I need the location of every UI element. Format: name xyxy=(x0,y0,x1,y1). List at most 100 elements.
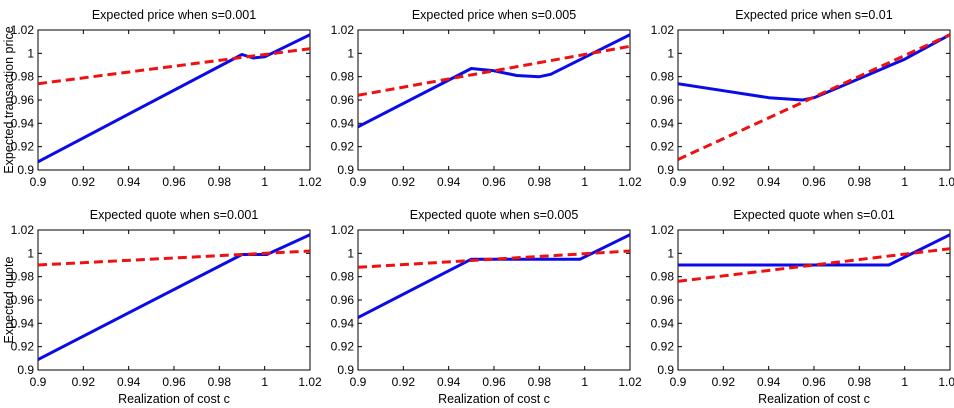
x-tick-label: 1 xyxy=(261,375,268,389)
y-tick-label: 1.02 xyxy=(331,223,355,237)
y-tick-label: 0.98 xyxy=(651,70,675,84)
y-tick-label: 0.98 xyxy=(331,270,355,284)
y-tick-label: 1 xyxy=(27,46,34,60)
x-tick-label: 0.94 xyxy=(437,175,461,189)
y-tick-label: 1 xyxy=(667,46,674,60)
x-tick-label: 1.02 xyxy=(938,375,954,389)
axes-frame xyxy=(37,229,311,371)
x-tick-label: 0.94 xyxy=(757,175,781,189)
x-tick-label: 0.98 xyxy=(208,175,232,189)
subplot-6: 0.9 0.92 0.94 0.96 0.98 1 1.02 0.9 0.92 0.94 0.96 0… xyxy=(651,208,954,406)
x-tick-label: 0.92 xyxy=(712,375,736,389)
x-tick-label: 1.02 xyxy=(298,375,322,389)
subplot-4: 0.9 0.92 0.94 0.96 0.98 1 1.02 0.9 0.92 0.94 0.96 0… xyxy=(2,208,322,406)
y-tick-label: 0.9 xyxy=(337,363,354,377)
y-tick-label: 0.96 xyxy=(11,293,35,307)
y-tick-label: 0.96 xyxy=(331,293,355,307)
subplot-1: 0.9 0.92 0.94 0.96 0.98 1 1.02 0.9 0.92 0.94 0.96 0… xyxy=(2,8,322,189)
x-tick-label: 0.9 xyxy=(350,375,367,389)
dashed-series-line xyxy=(38,249,310,267)
x-tick-label: 1.02 xyxy=(298,175,322,189)
y-tick-label: 0.92 xyxy=(331,140,355,154)
y-tick-label: 0.94 xyxy=(11,116,35,130)
x-tick-label: 0.94 xyxy=(757,375,781,389)
y-tick-label: 0.96 xyxy=(651,93,675,107)
y-tick-label: 0.92 xyxy=(11,340,35,354)
y-tick-label: 1 xyxy=(347,46,354,60)
x-tick-label: 0.9 xyxy=(670,175,687,189)
dashed-series-line xyxy=(678,33,950,161)
y-tick-label: 0.9 xyxy=(657,163,674,177)
x-tick-label: 0.98 xyxy=(528,175,552,189)
y-tick-label: 0.92 xyxy=(11,140,35,154)
x-tick-label: 0.92 xyxy=(72,375,96,389)
x-tick-label: 0.96 xyxy=(162,375,186,389)
y-tick-label: 1.02 xyxy=(331,23,355,37)
x-axis-label: Realization of cost c xyxy=(118,392,230,406)
x-tick-label: 0.92 xyxy=(72,175,96,189)
x-tick-label: 1.02 xyxy=(938,175,954,189)
y-tick-label: 0.98 xyxy=(651,270,675,284)
y-tick-label: 0.94 xyxy=(331,316,355,330)
x-tick-label: 0.94 xyxy=(117,375,141,389)
y-tick-label: 0.98 xyxy=(11,70,35,84)
subplot-5: 0.9 0.92 0.94 0.96 0.98 1 1.02 0.9 0.92 0.94 0.96 0… xyxy=(331,208,642,406)
y-tick-label: 1.02 xyxy=(11,223,35,237)
y-tick-label: 0.96 xyxy=(331,93,355,107)
subplot-title: Expected quote when s=0.01 xyxy=(733,208,895,222)
x-tick-label: 1 xyxy=(261,175,268,189)
y-tick-label: 1.02 xyxy=(11,23,35,37)
y-tick-label: 0.92 xyxy=(651,340,675,354)
y-tick-label: 0.96 xyxy=(651,293,675,307)
x-tick-label: 1 xyxy=(901,175,908,189)
x-tick-label: 0.9 xyxy=(30,175,47,189)
y-axis-label: Expected transaction price xyxy=(2,26,16,173)
y-tick-label: 0.92 xyxy=(651,140,675,154)
subplot-title: Expected price when s=0.001 xyxy=(92,8,256,22)
x-tick-label: 0.98 xyxy=(848,175,872,189)
x-tick-label: 0.96 xyxy=(802,175,826,189)
y-tick-label: 1.02 xyxy=(651,223,675,237)
y-tick-label: 0.98 xyxy=(331,70,355,84)
x-tick-label: 0.96 xyxy=(802,375,826,389)
solid-series-line xyxy=(38,33,310,164)
y-tick-label: 0.9 xyxy=(17,163,34,177)
y-tick-label: 1 xyxy=(347,246,354,260)
dashed-series-line xyxy=(358,249,630,269)
subplot-title: Expected quote when s=0.001 xyxy=(90,208,259,222)
subplot-2: 0.9 0.92 0.94 0.96 0.98 1 1.02 0.9 0.92 0.94 0.96 0… xyxy=(331,8,642,189)
y-axis-label: Expected quote xyxy=(2,257,16,344)
subplot-title: Expected quote when s=0.005 xyxy=(410,208,579,222)
y-tick-label: 0.96 xyxy=(11,93,35,107)
x-tick-label: 0.9 xyxy=(670,375,687,389)
axes-frame xyxy=(677,29,951,171)
y-tick-label: 1 xyxy=(667,246,674,260)
solid-series-line xyxy=(358,233,630,319)
x-tick-label: 1 xyxy=(581,175,588,189)
x-tick-label: 0.9 xyxy=(30,375,47,389)
y-tick-label: 0.94 xyxy=(651,116,675,130)
x-axis-label: Realization of cost c xyxy=(758,392,870,406)
dashed-series-line xyxy=(678,247,950,283)
y-tick-label: 0.9 xyxy=(17,363,34,377)
axes-frame xyxy=(37,29,311,171)
x-tick-label: 0.98 xyxy=(208,375,232,389)
y-tick-label: 0.92 xyxy=(331,340,355,354)
x-tick-label: 0.94 xyxy=(437,375,461,389)
solid-series-line xyxy=(358,33,630,129)
x-tick-label: 0.96 xyxy=(482,375,506,389)
subplot-title: Expected price when s=0.01 xyxy=(735,8,892,22)
x-tick-label: 0.94 xyxy=(117,175,141,189)
x-tick-label: 0.92 xyxy=(392,175,416,189)
y-tick-label: 0.94 xyxy=(331,116,355,130)
x-tick-label: 1.02 xyxy=(618,375,642,389)
x-tick-label: 0.96 xyxy=(162,175,186,189)
x-tick-label: 0.98 xyxy=(848,375,872,389)
axes-frame xyxy=(357,229,631,371)
y-tick-label: 0.94 xyxy=(651,316,675,330)
x-tick-label: 1 xyxy=(901,375,908,389)
y-tick-label: 1.02 xyxy=(651,23,675,37)
x-axis-label: Realization of cost c xyxy=(438,392,550,406)
dashed-series-line xyxy=(38,47,310,86)
